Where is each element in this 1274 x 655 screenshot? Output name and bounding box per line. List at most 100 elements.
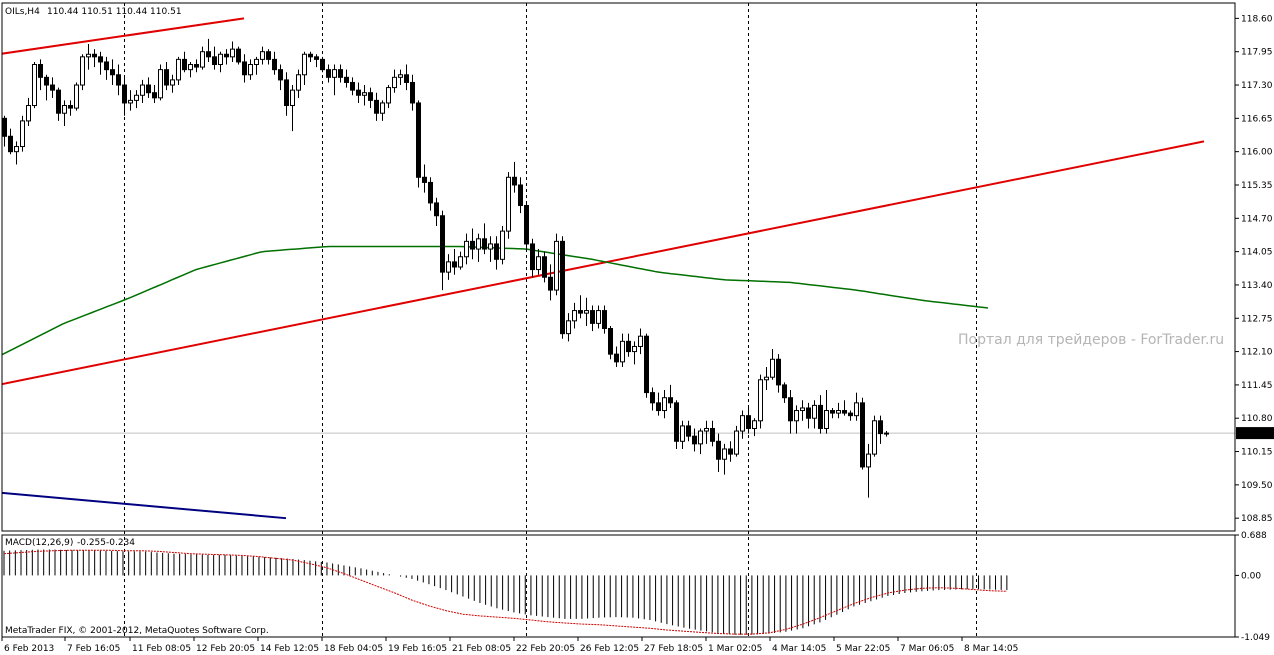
candle [716,433,721,473]
candle-body [764,376,769,381]
candle [752,418,757,437]
candle-body [506,176,511,232]
y-tick-label: 110.80 [1241,414,1273,424]
candle-body [518,184,523,206]
candle-body [572,310,577,322]
x-tick-label: 21 Feb 08:05 [452,644,511,654]
candle-body [284,79,289,107]
macd-title: MACD(12,26,9) [5,538,73,548]
candle [116,64,121,96]
candle-body [74,84,79,109]
candle [494,236,499,270]
candle-body [320,58,325,71]
candle-body [734,430,739,455]
candle-body [476,238,481,250]
candle [464,233,469,265]
candle-body [560,240,565,335]
candle-body [458,256,463,268]
candle [860,397,865,470]
macd-y-tick-label: 0.688 [1241,531,1267,541]
candle [758,374,763,429]
candle-body [806,407,811,419]
candle-body [788,397,793,422]
candle-body [158,69,163,99]
candle-body [296,74,301,91]
candle [800,400,805,421]
candle-body [500,230,505,260]
candle [44,74,49,101]
candle-body [434,202,439,217]
candle-body [338,69,343,78]
candle-body [290,89,295,107]
candle [776,354,781,393]
candle-body [170,79,175,86]
candle [668,384,673,408]
candle [398,69,403,86]
candle [842,400,847,416]
y-tick-label: 117.30 [1241,81,1273,91]
candle-body [848,412,853,417]
candle [554,233,559,296]
candle-body [356,89,361,96]
candle [224,49,229,65]
y-tick-label: 109.50 [1241,481,1273,491]
candle-body [494,243,499,260]
candle [770,349,775,380]
candle-body [230,48,235,58]
current-price-box [1236,427,1274,440]
candle [500,225,505,265]
candle-body [626,340,631,353]
candle [200,46,205,70]
candle-body [404,74,409,83]
macd-signal-line [3,549,1007,635]
candle-body [728,448,733,455]
candle [218,51,223,73]
candle-body [836,410,841,414]
candle-body [368,92,373,101]
candle-body [164,69,169,86]
candle [134,90,139,109]
candle [524,202,529,252]
candle-body [716,440,721,460]
candle [644,333,649,398]
candle [158,64,163,101]
candle-body [842,410,847,414]
candle-body [776,358,781,386]
candle-body [32,64,37,107]
symbol-label: OILs,H4 [5,7,40,17]
candle-body [620,340,625,363]
candle-body [482,238,487,250]
candle [254,56,259,75]
candle-body [188,64,193,71]
candle-body [104,61,109,71]
macd-value-2: -0.234 [106,538,135,548]
candle [746,407,751,434]
candle-body [152,92,157,99]
candle-body [80,56,85,86]
y-tick-label: 111.45 [1241,381,1273,391]
candle [620,333,625,367]
candle-body [704,427,709,432]
candle [680,420,685,449]
candle [734,425,739,457]
candle-body [302,53,307,76]
candle [140,79,145,103]
macd-y-tick-label: -1.049 [1241,633,1270,643]
candle [356,82,361,103]
candle [452,249,457,275]
candle [818,395,823,434]
y-tick-label: 112.10 [1241,348,1273,358]
candle-body [362,92,367,96]
day-separator-lines [124,3,977,637]
y-tick-label: 108.85 [1241,514,1273,524]
candle [650,387,655,411]
candle [458,251,463,270]
candle [380,100,385,121]
ohlc-readout: 110.44 110.51 110.44 110.51 [47,7,182,17]
candle-body [662,397,667,412]
candle [392,69,397,93]
candle [590,305,595,332]
candle [110,59,115,86]
x-tick-label: 5 Mar 22:05 [836,644,890,654]
